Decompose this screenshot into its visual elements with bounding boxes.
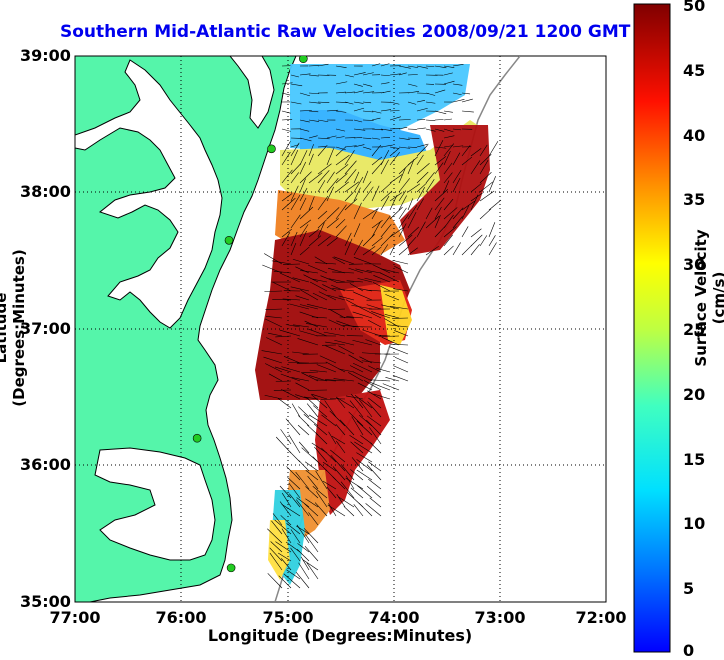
station-marker [227,564,235,572]
x-tick-label: 74:00 [364,608,424,627]
x-axis-label: Longitude (Degrees:Minutes) [100,626,580,645]
y-tick-label: 39:00 [20,46,68,65]
colorbar-tick: 50 [683,0,705,15]
y-tick-label: 38:00 [20,182,68,201]
colorbar-tick: 15 [683,450,705,469]
colorbar-tick: 45 [683,61,705,80]
colorbar [634,4,670,652]
station-marker [267,145,275,153]
station-marker [225,236,233,244]
colorbar-label: Surface Velocity (cm/s) [692,208,724,388]
x-tick-label: 72:00 [571,608,631,627]
x-tick-label: 76:00 [151,608,211,627]
y-axis-label: Latitude (Degrees:Minutes) [0,238,28,418]
x-tick-label: 73:00 [470,608,530,627]
colorbar-tick: 40 [683,126,705,145]
x-tick-label: 75:00 [258,608,318,627]
y-tick-label: 36:00 [20,455,68,474]
colorbar-tick: 0 [683,641,694,660]
colorbar-tick: 35 [683,190,705,209]
colorbar-tick: 5 [683,579,694,598]
colorbar-tick: 10 [683,514,705,533]
station-marker [193,434,201,442]
x-tick-label: 77:00 [45,608,105,627]
